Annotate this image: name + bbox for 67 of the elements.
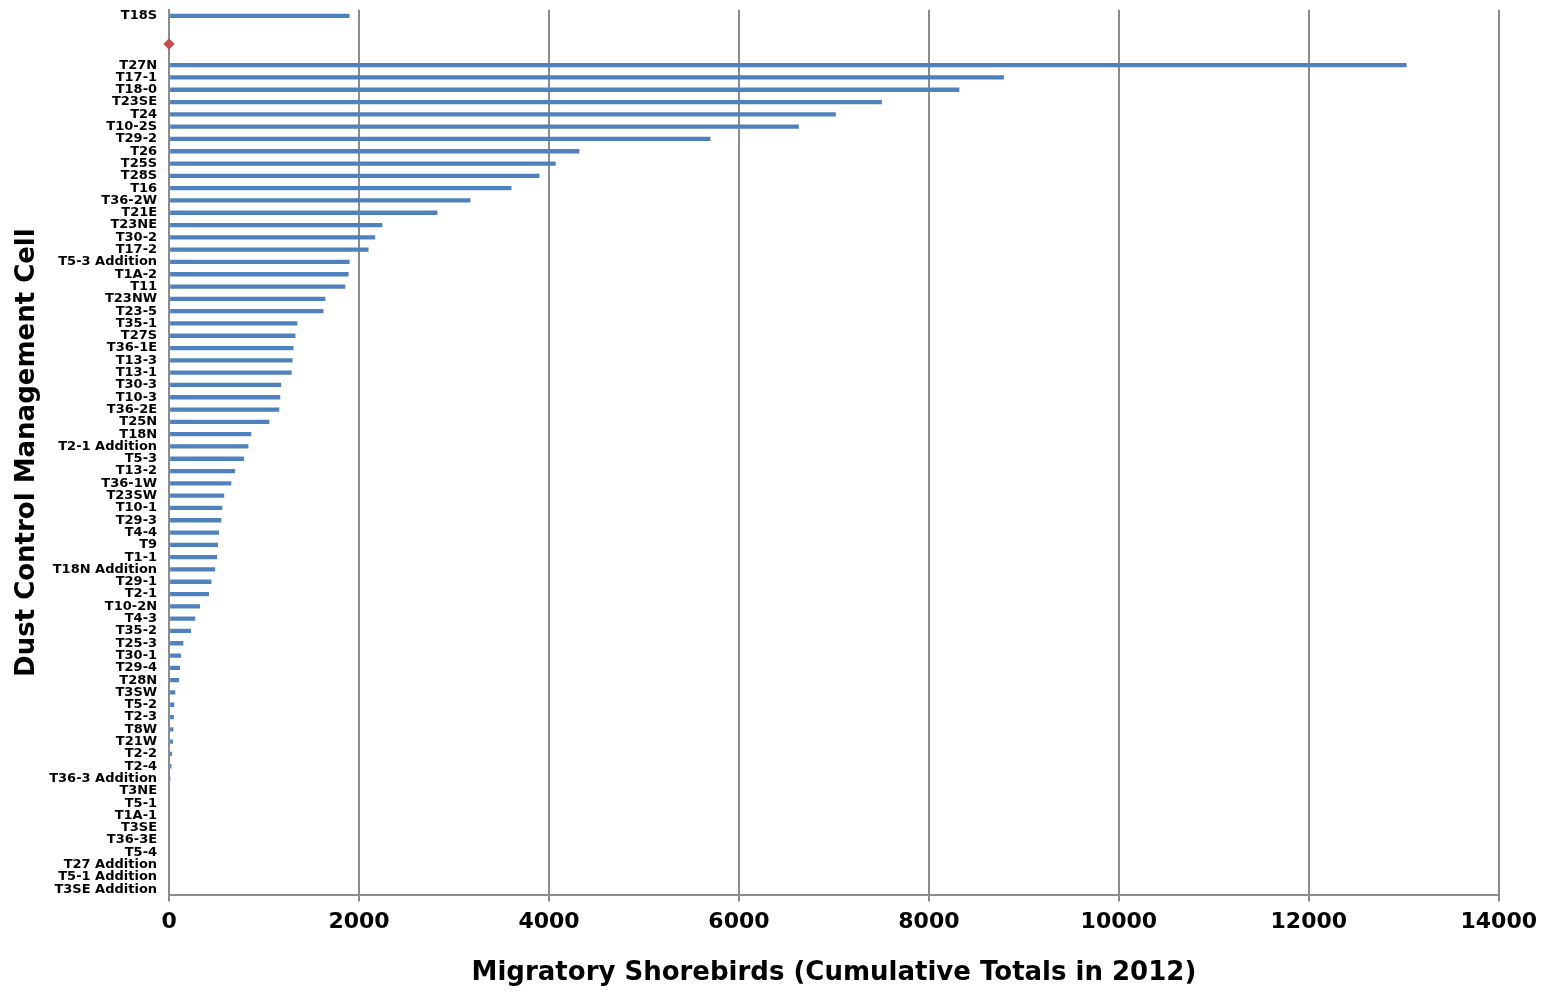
bar: [170, 432, 252, 437]
bar: [170, 382, 282, 388]
bar: [170, 727, 174, 732]
x-axis-title: Migratory Shorebirds (Cumulative Totals in 2012): [471, 956, 1197, 987]
bar: [170, 604, 200, 609]
bar: [170, 493, 225, 498]
bar: [170, 259, 350, 265]
bar: [170, 124, 799, 129]
bar: [170, 112, 836, 117]
bar: [170, 321, 298, 326]
bar: [170, 665, 181, 670]
bar: [170, 63, 1407, 68]
x-tick-label: 8000: [898, 908, 960, 934]
bar: [170, 653, 181, 658]
bar: [170, 407, 280, 412]
bar: [170, 530, 219, 535]
bar: [170, 690, 176, 695]
bar: [170, 75, 1004, 80]
bar: [170, 628, 191, 634]
bar: [170, 358, 293, 363]
bar: [170, 87, 960, 92]
bar: [170, 333, 296, 338]
bar: [170, 641, 184, 646]
x-tick-label: 0: [161, 908, 177, 934]
bar: [170, 210, 438, 215]
bar: [170, 542, 219, 547]
bar: [170, 616, 196, 621]
bar: [170, 505, 223, 511]
x-tick-label: 12000: [1270, 908, 1348, 934]
bar: [170, 149, 580, 154]
bar: [170, 136, 711, 142]
bar: [170, 284, 346, 289]
y-tick-label: T18S: [120, 7, 158, 23]
bar: [170, 444, 249, 449]
x-tick-label: 10000: [1080, 908, 1158, 934]
bar: [170, 579, 212, 584]
x-tick-label: 2000: [328, 908, 390, 934]
bar: [170, 173, 540, 178]
x-tick-label: 14000: [1460, 908, 1537, 934]
y-axis-title: Dust Control Management Cell: [10, 228, 41, 677]
bar: [170, 555, 218, 560]
bar: [170, 345, 294, 351]
bar: [170, 567, 216, 572]
bar: [170, 468, 236, 474]
bar: [170, 456, 245, 461]
bar: [170, 518, 222, 523]
bar: [170, 591, 209, 597]
bar: [170, 714, 174, 720]
bar: [170, 13, 350, 19]
bar: [170, 309, 324, 314]
bar: [170, 419, 270, 424]
bar: [170, 296, 326, 301]
x-tick-label: 4000: [518, 908, 580, 934]
bar: [170, 247, 369, 252]
bar: [170, 222, 383, 228]
bar: [170, 370, 292, 375]
bar: [170, 272, 349, 277]
bar: [170, 481, 232, 486]
bar: [170, 99, 882, 105]
bar: [170, 161, 556, 166]
bar: [170, 395, 281, 400]
bar: [170, 235, 376, 240]
x-tick-label: 6000: [708, 908, 770, 934]
bar: [170, 186, 512, 191]
bar: [170, 678, 180, 683]
bar: [170, 198, 471, 203]
bar: [170, 739, 173, 744]
